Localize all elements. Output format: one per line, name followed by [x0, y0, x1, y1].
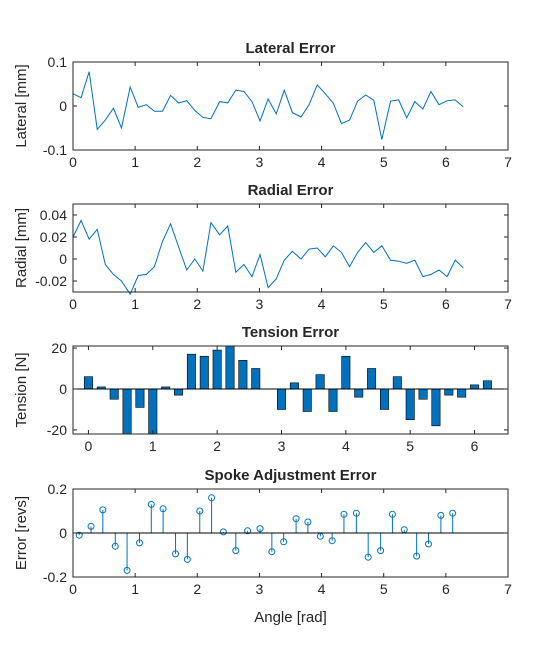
data-bar	[367, 369, 375, 389]
data-bar	[277, 389, 285, 409]
data-bar	[316, 375, 324, 389]
data-bar	[84, 377, 92, 389]
data-bar	[239, 360, 247, 389]
x-tick-label: 2	[213, 438, 221, 454]
data-bar	[174, 389, 182, 395]
data-bar	[226, 346, 234, 389]
x-tick-label: 6	[442, 296, 450, 312]
y-tick-label: 0	[59, 251, 67, 267]
x-tick-label: 1	[149, 438, 157, 454]
data-bar	[252, 369, 260, 389]
x-tick-label: 0	[69, 581, 77, 597]
x-tick-label: 0	[85, 438, 93, 454]
data-bar	[393, 377, 401, 389]
data-bar	[432, 389, 440, 426]
y-tick-label: 20	[51, 340, 67, 356]
x-tick-label: 0	[69, 296, 77, 312]
data-bar	[123, 389, 131, 434]
y-tick-label: 0	[59, 525, 67, 541]
data-bar	[457, 389, 465, 397]
x-axis-label: Angle [rad]	[254, 609, 327, 626]
x-tick-label: 5	[406, 438, 414, 454]
y-axis-label: Lateral [mm]	[13, 64, 30, 147]
x-tick-label: 3	[256, 581, 264, 597]
y-tick-label: -20	[47, 422, 67, 438]
x-tick-label: 5	[380, 154, 388, 170]
y-tick-label: -0.2	[43, 569, 67, 585]
chart-title: Tension Error	[242, 324, 339, 341]
x-tick-label: 4	[342, 438, 350, 454]
x-tick-label: 7	[504, 154, 512, 170]
x-tick-label: 5	[380, 581, 388, 597]
chart-title: Radial Error	[248, 182, 334, 199]
y-axis-label: Radial [mm]	[13, 208, 30, 288]
x-tick-label: 6	[442, 581, 450, 597]
x-tick-label: 4	[318, 154, 326, 170]
x-tick-label: 6	[442, 154, 450, 170]
y-axis-label: Error [revs]	[13, 496, 30, 570]
x-tick-label: 1	[131, 581, 139, 597]
data-bar	[342, 356, 350, 389]
chart-title: Spoke Adjustment Error	[205, 467, 377, 484]
x-tick-label: 2	[193, 154, 201, 170]
data-bar	[213, 350, 221, 389]
data-bar	[483, 381, 491, 389]
data-bar	[445, 389, 453, 395]
x-tick-label: 3	[256, 154, 264, 170]
chart-title: Lateral Error	[245, 40, 335, 57]
x-tick-label: 2	[193, 581, 201, 597]
x-tick-label: 0	[69, 154, 77, 170]
data-bar	[200, 356, 208, 389]
data-bar	[187, 354, 195, 389]
data-bar	[110, 389, 118, 399]
y-tick-label: 0.02	[40, 229, 67, 245]
y-tick-label: -0.02	[35, 273, 67, 289]
y-tick-label: 0.2	[48, 481, 68, 497]
y-tick-label: -0.1	[43, 142, 67, 158]
x-tick-label: 4	[318, 296, 326, 312]
y-axis-label: Tension [N]	[13, 352, 30, 427]
x-tick-label: 4	[318, 581, 326, 597]
x-tick-label: 1	[131, 296, 139, 312]
x-tick-label: 7	[504, 296, 512, 312]
y-tick-label: 0.1	[48, 54, 68, 70]
x-tick-label: 6	[471, 438, 479, 454]
data-bar	[355, 389, 363, 397]
data-bar	[419, 389, 427, 399]
data-bar	[303, 389, 311, 412]
data-bar	[329, 389, 337, 412]
y-tick-label: 0	[59, 98, 67, 114]
x-tick-label: 1	[131, 154, 139, 170]
x-tick-label: 7	[504, 581, 512, 597]
data-bar	[290, 383, 298, 389]
data-bar	[380, 389, 388, 409]
data-bar	[136, 389, 144, 407]
x-tick-label: 3	[278, 438, 286, 454]
data-bar	[406, 389, 414, 420]
data-bar	[149, 389, 157, 434]
y-tick-label: 0	[59, 381, 67, 397]
x-tick-label: 5	[380, 296, 388, 312]
x-tick-label: 2	[193, 296, 201, 312]
x-tick-label: 3	[256, 296, 264, 312]
y-tick-label: 0.04	[40, 207, 67, 223]
data-bar	[470, 385, 478, 389]
